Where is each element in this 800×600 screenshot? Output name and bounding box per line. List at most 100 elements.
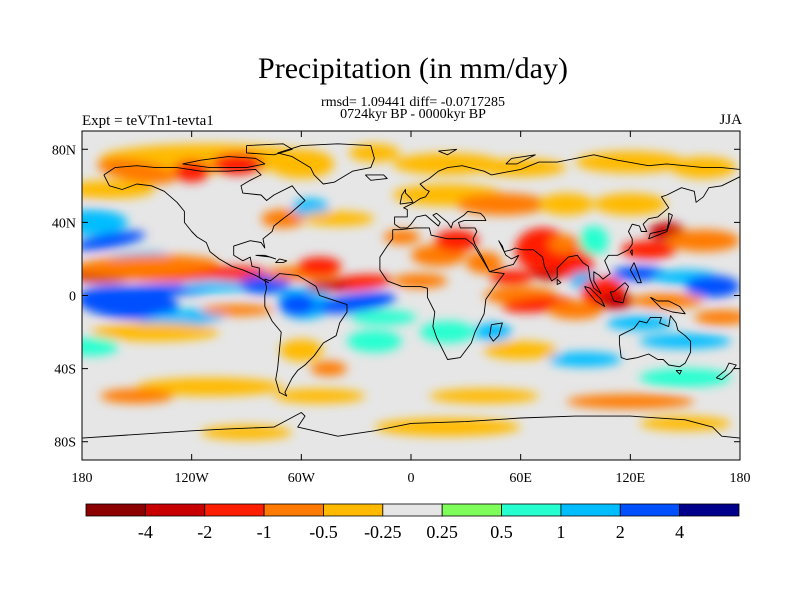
- season-label: JJA: [719, 112, 742, 128]
- lat-tick-label: 0: [69, 290, 76, 305]
- colorbar-label: 1: [556, 522, 565, 542]
- coastline-path: [379, 227, 505, 360]
- colorbar-swatch: [204, 503, 265, 517]
- anomaly-region: [347, 330, 402, 353]
- colorbar-label: -1: [257, 522, 272, 542]
- anomaly-region: [484, 341, 558, 360]
- colorbar-swatch: [263, 503, 324, 517]
- anomaly-region: [82, 180, 156, 199]
- anomaly-region: [639, 333, 731, 349]
- coastline-path: [609, 282, 629, 304]
- anomaly-region: [82, 231, 146, 251]
- anomaly-region: [392, 152, 503, 175]
- lon-tick-label: 60E: [509, 471, 532, 486]
- colorbar-label: -2: [197, 522, 212, 542]
- anomaly-region: [456, 193, 549, 216]
- anomaly-region: [392, 273, 448, 289]
- colorbar-label: 0.5: [490, 522, 513, 542]
- colorbar-label: 2: [616, 522, 625, 542]
- anomaly-region: [100, 388, 174, 404]
- colorbar-swatch: [560, 503, 621, 517]
- anomaly-region: [82, 285, 179, 320]
- anomaly-region: [685, 275, 740, 298]
- colorbar-swatch: [382, 503, 443, 517]
- anomaly-region: [639, 368, 731, 387]
- coastline-path: [399, 189, 414, 205]
- lon-tick-label: 180: [730, 471, 751, 486]
- coastline-path: [438, 148, 458, 156]
- colorbar-swatch: [323, 503, 384, 517]
- anomaly-region: [566, 394, 695, 409]
- coastline-path: [648, 212, 673, 240]
- anomaly-region: [273, 388, 366, 404]
- colorbar-swatch: [619, 503, 681, 517]
- lon-tick-label: 60W: [288, 471, 316, 486]
- anomaly-region: [606, 315, 673, 331]
- colorbar-label: 4: [675, 522, 684, 542]
- lon-tick-label: 120W: [175, 471, 210, 486]
- lat-tick-label: 40S: [54, 363, 76, 378]
- anomaly-region: [694, 310, 740, 325]
- colorbar-label: -4: [138, 522, 153, 542]
- stats-line: rmsd= 1.09441 diff= -0.0717285: [321, 95, 505, 110]
- coastline-path: [394, 154, 740, 295]
- lon-tick-label: 120E: [616, 471, 646, 486]
- anomaly-region: [268, 149, 335, 179]
- anomaly-region: [474, 158, 567, 177]
- coastline-path: [275, 258, 288, 264]
- lon-tick-label: 180: [72, 471, 93, 486]
- coastline-path: [103, 165, 306, 284]
- coastline-path: [489, 322, 503, 342]
- coastline-path: [675, 369, 682, 375]
- anomaly-region: [91, 322, 220, 342]
- colorbar-label: -0.25: [364, 522, 402, 542]
- coastline-path: [629, 249, 633, 256]
- anomaly-region: [306, 280, 351, 292]
- anomaly-region: [279, 293, 316, 316]
- anomaly-region: [348, 143, 401, 163]
- anomaly-region: [97, 158, 177, 185]
- lon-tick-label: 0: [408, 471, 415, 486]
- anomaly-region: [200, 425, 293, 440]
- coastline-path: [364, 174, 388, 181]
- coastline-path: [629, 262, 642, 284]
- anomaly-region: [434, 229, 479, 252]
- anomaly-region: [136, 377, 284, 397]
- anomaly-region: [474, 322, 512, 342]
- colorbar: -4 -2 -1 -0.5 -0.25 0.25 0.5 1 2 4: [85, 503, 740, 542]
- anomaly-region: [279, 339, 324, 362]
- anomaly-region: [350, 310, 417, 325]
- anomaly-region: [82, 337, 119, 356]
- colorbar-swatch: [441, 503, 502, 517]
- lat-tick-label: 40N: [52, 216, 76, 231]
- coastline-path: [618, 315, 692, 368]
- anomaly-region: [82, 255, 220, 278]
- period-line: 0724kyr BP - 0000kyr BP: [340, 107, 486, 122]
- anomaly-region: [82, 209, 128, 236]
- axis-ticks: 180 120W 60W 0 60E 120E 180 80N 40N 0 40S 80S: [52, 131, 751, 486]
- anomaly-region: [301, 211, 375, 227]
- colorbar-label: -0.5: [309, 522, 338, 542]
- coastline-path: [584, 285, 606, 307]
- colorbar-swatch: [501, 503, 562, 517]
- anomaly-region: [239, 275, 291, 294]
- anomaly-region: [310, 361, 348, 376]
- anomaly-field: [82, 143, 740, 440]
- map-background: [82, 131, 740, 460]
- lat-tick-label: 80N: [52, 143, 76, 158]
- anomaly-region: [200, 304, 274, 316]
- anomaly-region: [548, 300, 603, 320]
- anomaly-region: [621, 240, 677, 259]
- anomaly-region: [666, 229, 740, 252]
- coastline-path: [82, 412, 740, 439]
- coastline-path: [650, 296, 686, 315]
- anomaly-region: [182, 280, 256, 292]
- coastline-path: [182, 156, 266, 169]
- colorbar-swatch: [679, 503, 740, 517]
- anomaly-region: [579, 226, 609, 256]
- anomaly-region: [297, 257, 342, 276]
- chart-title: Precipitation (in mm/day): [258, 52, 568, 85]
- lat-tick-label: 80S: [54, 436, 76, 451]
- anomaly-region: [593, 193, 667, 216]
